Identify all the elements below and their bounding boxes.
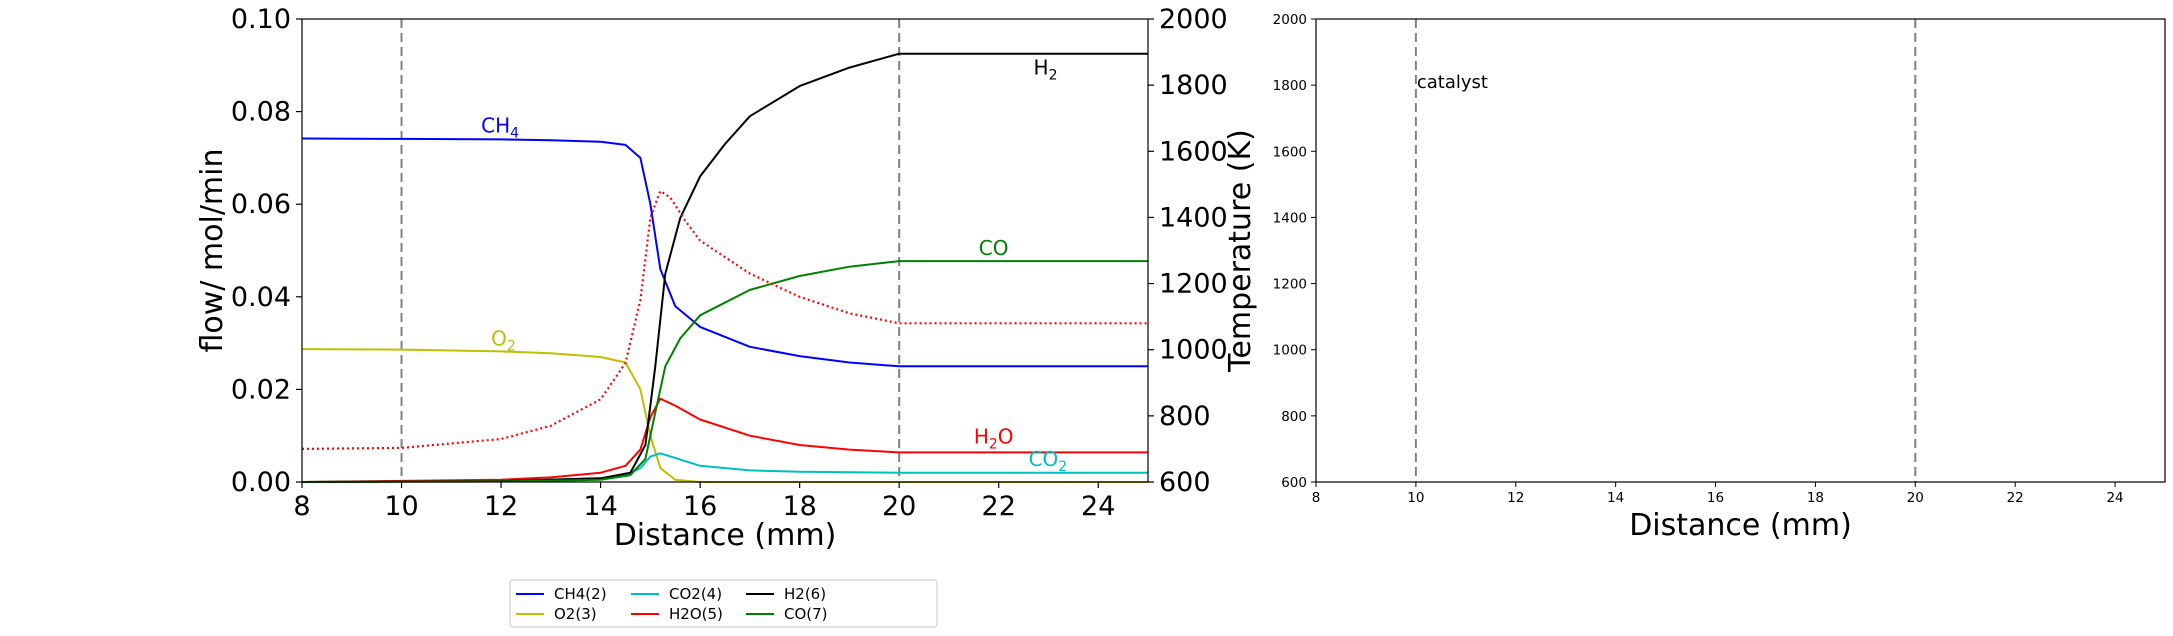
series-line bbox=[301, 52, 1148, 483]
x-tick-label: 8 bbox=[1312, 490, 1321, 506]
temperature-chart: 8 10 12 14 16 18 20 22 24 600 800 1000 1200 1400 1600 1… bbox=[1273, 12, 2166, 543]
y-tick-label: 1200 bbox=[1273, 277, 1307, 293]
series-line bbox=[301, 260, 1148, 483]
x-tick-label: 24 bbox=[2106, 490, 2123, 506]
x-tick-label: 18 bbox=[1807, 490, 1824, 506]
species-flow-chart: 8 10 12 14 16 18 20 22 24 0.00 0.02 0.04 0.06 0.08 0.1… bbox=[195, 4, 1258, 553]
x-tick-label: 12 bbox=[1507, 490, 1524, 506]
y-tick-label: 2000 bbox=[1273, 12, 1307, 28]
series-annotation: O2 bbox=[491, 326, 516, 354]
x-tick-label: 12 bbox=[484, 491, 518, 522]
y-right-tick-label: 1600 bbox=[1159, 136, 1228, 167]
plot-frame bbox=[301, 18, 1149, 483]
legend-label: CO2(4) bbox=[669, 585, 722, 603]
y-tick-label: 1800 bbox=[1273, 78, 1307, 94]
y-right-axis-label: Temperature (K) bbox=[1223, 129, 1258, 373]
x-axis-label: Distance (mm) bbox=[1629, 508, 1852, 543]
y-tick-label: 1600 bbox=[1273, 144, 1307, 160]
y-right-tick-label: 1200 bbox=[1159, 269, 1228, 300]
y-tick-label: 800 bbox=[1281, 409, 1307, 425]
legend-label: H2(6) bbox=[784, 585, 826, 603]
series-line bbox=[301, 137, 1148, 368]
x-axis-label: Distance (mm) bbox=[614, 518, 837, 553]
y-right-tick-label: 1000 bbox=[1159, 335, 1228, 366]
y-right-tick-label: 1400 bbox=[1159, 202, 1228, 233]
y-tick-label: 0.00 bbox=[231, 467, 291, 498]
y-tick-label: 1000 bbox=[1273, 343, 1307, 359]
x-tick-label: 20 bbox=[882, 491, 916, 522]
temperature-line bbox=[301, 189, 1148, 450]
series-line bbox=[301, 452, 1148, 483]
y-right-tick-label: 800 bbox=[1159, 401, 1211, 432]
y-tick-label: 0.04 bbox=[231, 282, 291, 313]
x-tick-label: 18 bbox=[782, 491, 816, 522]
legend-label: CO(7) bbox=[784, 605, 828, 623]
legend-label: CH4(2) bbox=[554, 585, 607, 603]
x-tick-label: 8 bbox=[293, 491, 310, 522]
x-tick-label: 20 bbox=[1907, 490, 1924, 506]
series-annotation: CO bbox=[979, 236, 1009, 260]
series-line bbox=[301, 397, 1148, 483]
y-tick-label: 0.02 bbox=[231, 374, 291, 405]
series-line bbox=[301, 348, 1148, 483]
legend-box bbox=[509, 579, 938, 628]
x-tick-label: 14 bbox=[1607, 490, 1624, 506]
legend-label: H2O(5) bbox=[669, 605, 723, 623]
x-tick-label: 16 bbox=[1707, 490, 1724, 506]
catalyst-annotation: catalyst bbox=[1417, 72, 1488, 93]
legend-label: O2(3) bbox=[554, 605, 597, 623]
series-annotation: CH4 bbox=[481, 113, 519, 141]
x-tick-label: 16 bbox=[683, 491, 717, 522]
x-tick-label: 10 bbox=[384, 491, 418, 522]
x-tick-label: 22 bbox=[2007, 490, 2024, 506]
series-annotation: H2 bbox=[1034, 56, 1058, 84]
legend: CH4(2) O2(3) CO2(4) H2O(5) H2(6) CO(7) bbox=[509, 579, 938, 628]
series-annotation: H2O bbox=[974, 425, 1014, 453]
y-right-tick-label: 1800 bbox=[1159, 70, 1228, 101]
series-annotation: CO2 bbox=[1029, 447, 1068, 475]
y-right-tick-label: 2000 bbox=[1159, 4, 1228, 35]
x-tick-label: 22 bbox=[982, 491, 1016, 522]
x-tick-label: 14 bbox=[583, 491, 617, 522]
x-tick-label: 10 bbox=[1407, 490, 1424, 506]
y-right-tick-label: 600 bbox=[1159, 467, 1211, 498]
y-tick-label: 1400 bbox=[1273, 210, 1307, 226]
plot-frame bbox=[1315, 18, 2166, 483]
y-tick-label: 0.10 bbox=[231, 4, 291, 35]
y-tick-label: 0.06 bbox=[231, 189, 291, 220]
y-axis-label: flow/ mol/min bbox=[195, 148, 230, 352]
x-tick-label: 24 bbox=[1081, 491, 1115, 522]
y-tick-label: 0.08 bbox=[231, 97, 291, 128]
y-tick-label: 600 bbox=[1281, 475, 1307, 491]
